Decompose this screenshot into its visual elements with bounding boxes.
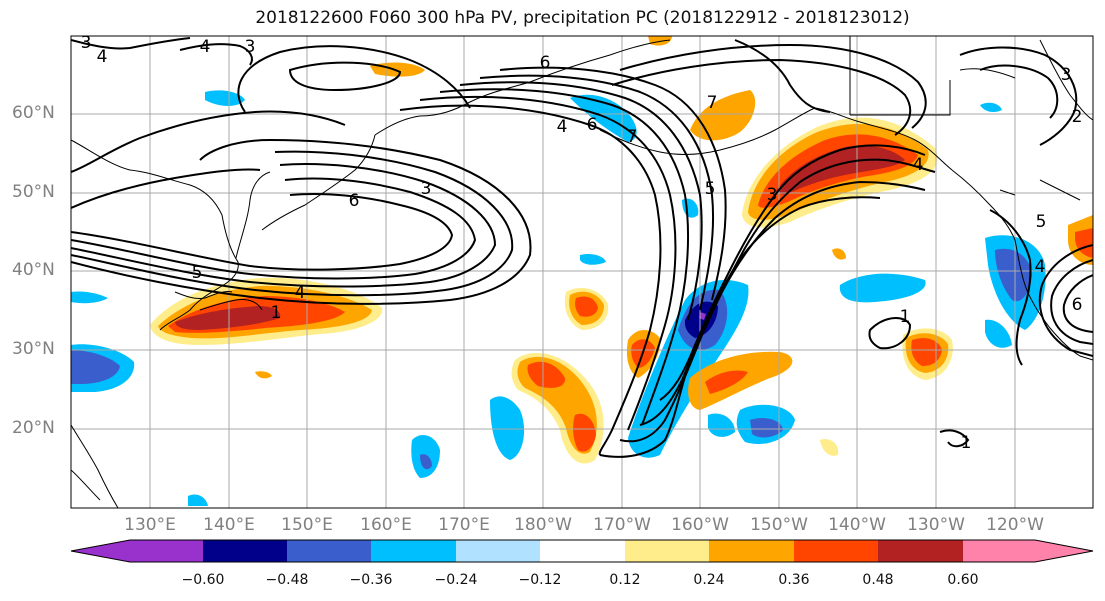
lon-label: 130°E: [124, 515, 176, 535]
contour-label: 5: [192, 263, 203, 283]
precip-negative-hawaii-w: [490, 396, 525, 460]
lon-label: 160°E: [360, 515, 412, 535]
map-title: 2018122600 F060 300 hPa PV, precipitatio…: [255, 8, 910, 28]
colorbar-tick-label: −0.24: [434, 572, 478, 588]
colorbar-swatch: [287, 540, 372, 562]
contour-label: 4: [295, 283, 306, 303]
contour-label: 6: [587, 115, 598, 135]
colorbar-swatch: [963, 540, 1035, 562]
map-frame: [70, 35, 1094, 509]
contour-label: 4: [913, 155, 924, 175]
lat-label: 40°N: [12, 260, 55, 280]
colorbar-tick-label: 0.48: [862, 572, 894, 588]
lon-label: 120°W: [986, 515, 1044, 535]
lon-label: 170°E: [438, 515, 490, 535]
precip-alaska-max: [775, 145, 905, 195]
contour-label: 7: [627, 127, 638, 147]
colorbar-swatch: [456, 540, 541, 562]
colorbar-swatch: [709, 540, 795, 562]
precip-bering: [690, 90, 756, 141]
lat-label: 30°N: [12, 339, 55, 359]
colorbar-tick-label: 0.12: [609, 572, 641, 588]
contour-label: 3: [245, 37, 256, 57]
colorbar-swatch: [203, 540, 288, 562]
colorbar-swatch: [794, 540, 879, 562]
colorbar-over-triangle: [1035, 540, 1093, 562]
colorbar-swatch: [130, 540, 204, 562]
contour-label: 4: [1035, 257, 1046, 277]
lon-label: 170°W: [593, 515, 651, 535]
precip-max-west: [175, 306, 281, 330]
colorbar-tick-label: 0.36: [778, 572, 810, 588]
colorbar-swatch: [540, 540, 626, 562]
contour-label: 4: [200, 37, 211, 57]
lon-label: 150°E: [281, 515, 333, 535]
lon-label: 130°W: [907, 515, 965, 535]
contour-label: 3: [767, 185, 778, 205]
contour-label: 3: [1061, 65, 1072, 85]
colorbar-swatch: [371, 540, 457, 562]
lon-label: 140°E: [203, 515, 255, 535]
colorbar: [70, 539, 1094, 563]
contour-label: 6: [540, 53, 551, 73]
lon-label: 180°W: [514, 515, 572, 535]
contour-label: 5: [1036, 212, 1047, 232]
lat-label: 20°N: [12, 418, 55, 438]
pv-contours: [71, 37, 1093, 458]
lon-label: 150°W: [750, 515, 808, 535]
lat-label: 50°N: [12, 182, 55, 202]
colorbar-swatch: [878, 540, 964, 562]
contour-label: 3: [421, 179, 432, 199]
contour-label: 5: [705, 179, 716, 199]
lat-label: 60°N: [12, 103, 55, 123]
contour-label-group: 4 4 3 3 5 6 7 6 7 4 3 6 5 4 1 3 4 3 6 5 …: [81, 33, 1083, 453]
contour-label: 1: [900, 307, 911, 327]
colorbar-tick-label: 0.60: [947, 572, 979, 588]
contour-label: 3: [81, 33, 92, 53]
contour-label: 4: [557, 117, 568, 137]
contour-label: 1: [271, 303, 282, 323]
lon-label: 160°W: [671, 515, 729, 535]
contour-label: 1: [961, 433, 972, 453]
colorbar-tick-label: 0.24: [693, 572, 725, 588]
colorbar-tick-label: −0.60: [181, 572, 225, 588]
colorbar-tick-label: −0.48: [265, 572, 309, 588]
contour-label: 2: [1072, 107, 1083, 127]
colorbar-tick-label: −0.36: [349, 572, 393, 588]
colorbar-swatch: [625, 540, 710, 562]
colorbar-under-triangle: [71, 540, 130, 562]
contour-label: 7: [707, 93, 718, 113]
contour-label: 4: [97, 47, 108, 67]
contour-label: 6: [349, 191, 360, 211]
lon-label: 140°W: [828, 515, 886, 535]
colorbar-tick-label: −0.12: [518, 572, 562, 588]
contour-label: 6: [1072, 295, 1083, 315]
